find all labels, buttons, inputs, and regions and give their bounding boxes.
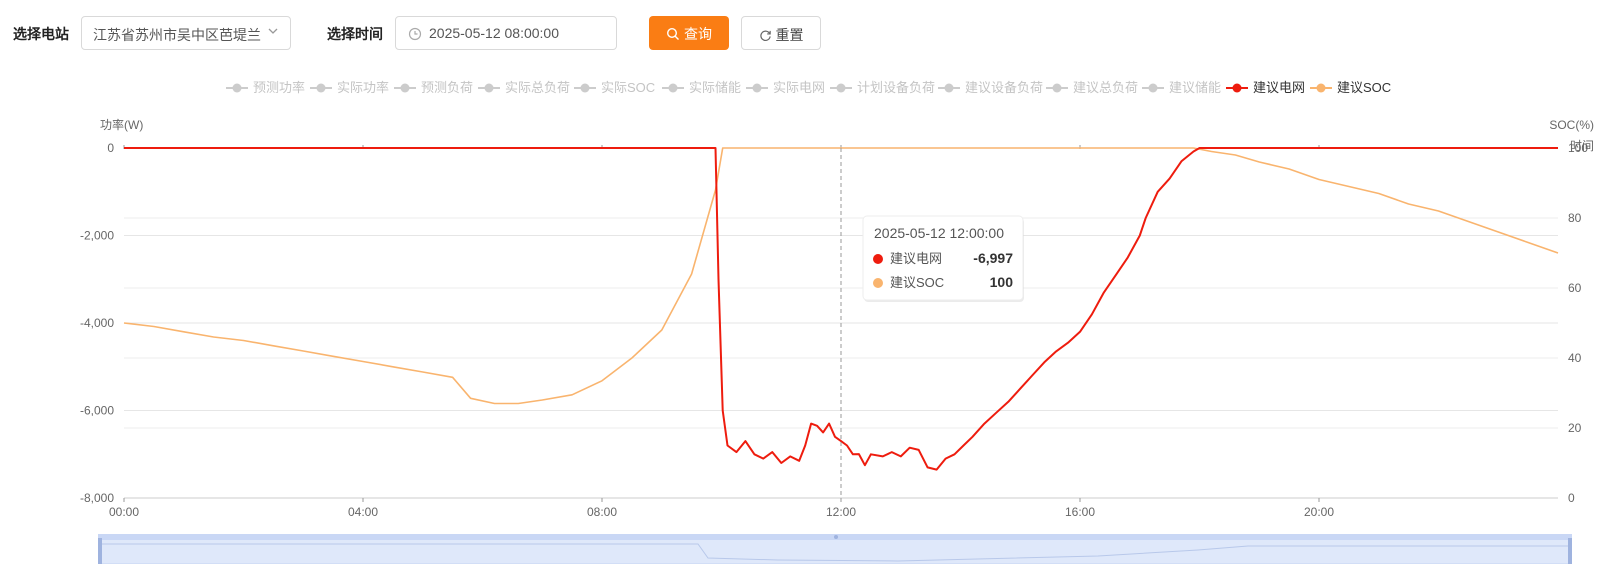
- y-right-ticks: 100 80 60 40 20 0: [1568, 141, 1588, 505]
- legend-item-label: 建议电网: [1253, 80, 1305, 95]
- tooltip-title: 2025-05-12 12:00:00: [874, 225, 1004, 241]
- legend-swatch-dot: [944, 83, 954, 93]
- time-picker-input[interactable]: 2025-05-12 08:00:00: [395, 16, 617, 50]
- y-left-tick-label: -6,000: [80, 404, 114, 418]
- series-line-建议电网: [124, 147, 1558, 471]
- chart-tooltip: 2025-05-12 12:00:00 建议电网 -6,997 建议SOC 100: [862, 215, 1024, 302]
- data-zoom-move-handle[interactable]: [834, 535, 838, 539]
- data-zoom-right-handle[interactable]: [1568, 538, 1572, 564]
- legend-item-5[interactable]: 实际储能: [662, 80, 741, 95]
- time-label: 选择时间: [327, 26, 383, 42]
- x-tick-label: 12:00: [826, 505, 856, 519]
- legend-item-0[interactable]: 预测功率: [226, 80, 305, 95]
- tooltip-box: [862, 215, 1024, 301]
- legend-item-label: 实际电网: [773, 80, 825, 95]
- x-axis-label: 时间: [1570, 139, 1594, 153]
- x-axis-ticks: 00:00 04:00 08:00 12:00 16:00 20:00: [109, 145, 1334, 519]
- refresh-icon: [759, 30, 771, 41]
- legend-item-9[interactable]: 建议总负荷: [1046, 80, 1138, 95]
- reset-button[interactable]: 重置: [741, 16, 821, 50]
- legend-swatch-dot: [316, 83, 326, 93]
- series-line-建议SOC: [123, 147, 1559, 405]
- y-right-tick-label: 100: [1568, 141, 1588, 155]
- y-left-tick-label: -8,000: [80, 491, 114, 505]
- legend-item-6[interactable]: 实际电网: [746, 80, 825, 95]
- chart-legend: 预测功率 实际功率 预测负荷 实际总负荷 实际SOC 实际储能 实际电网 计划设备负荷 建议设备…: [226, 80, 1391, 95]
- legend-swatch-dot: [580, 83, 590, 93]
- chart-series: [123, 147, 1559, 471]
- x-tick-label: 08:00: [587, 505, 617, 519]
- station-select-value: 江苏省苏州市吴中区芭堤兰: [93, 27, 261, 43]
- legend-swatch-dot: [484, 83, 494, 93]
- legend-item-label: 计划设备负荷: [857, 80, 935, 95]
- y-left-tick-label: -4,000: [80, 316, 114, 330]
- y-right-tick-label: 60: [1568, 281, 1582, 295]
- legend-item-8[interactable]: 建议设备负荷: [938, 80, 1043, 95]
- legend-swatch-dot: [668, 83, 678, 93]
- legend-item-label: 建议储能: [1169, 80, 1221, 95]
- y-left-axis-label: 功率(W): [100, 117, 143, 132]
- time-picker-value: 2025-05-12 08:00:00: [429, 25, 559, 41]
- data-zoom-slider[interactable]: [98, 534, 1572, 564]
- x-tick-label: 16:00: [1065, 505, 1095, 519]
- query-button[interactable]: 查询: [649, 16, 729, 50]
- legend-item-4[interactable]: 实际SOC: [574, 80, 655, 95]
- legend-swatch-dot: [1148, 83, 1158, 93]
- tooltip-series-dot: [873, 254, 883, 264]
- tooltip-series-value: 100: [990, 274, 1014, 290]
- data-zoom-left-handle[interactable]: [98, 538, 102, 564]
- tooltip-series-name: 建议SOC: [890, 275, 944, 290]
- query-button-label: 查询: [684, 26, 712, 42]
- legend-item-2[interactable]: 预测负荷: [394, 80, 473, 95]
- y-right-tick-label: 20: [1568, 421, 1582, 435]
- legend-item-label: 建议SOC: [1337, 80, 1391, 95]
- x-tick-label: 00:00: [109, 505, 139, 519]
- x-tick-label: 04:00: [348, 505, 378, 519]
- y-right-tick-label: 40: [1568, 351, 1582, 365]
- search-icon: [666, 27, 679, 40]
- reset-button-label: 重置: [775, 27, 804, 43]
- station-label: 选择电站: [13, 26, 69, 42]
- legend-item-label: 预测功率: [253, 80, 305, 95]
- legend-swatch-dot: [1316, 83, 1326, 93]
- legend-item-10[interactable]: 建议储能: [1142, 80, 1221, 95]
- tooltip-series-dot: [873, 278, 883, 288]
- legend-item-12[interactable]: 建议SOC: [1310, 80, 1391, 95]
- legend-swatch-dot: [836, 83, 846, 93]
- legend-item-label: 预测负荷: [421, 80, 473, 95]
- legend-item-label: 实际总负荷: [505, 80, 570, 95]
- tooltip-series-name: 建议电网: [890, 251, 942, 266]
- legend-item-label: 实际储能: [689, 80, 741, 95]
- chevron-down-icon: [268, 28, 278, 34]
- y-right-axis-label: SOC(%): [1549, 118, 1594, 132]
- energy-line-chart: 预测功率 实际功率 预测负荷 实际总负荷 实际SOC 实际储能 实际电网 计划设备负荷 建议设备…: [80, 80, 1594, 519]
- legend-swatch-dot: [752, 83, 762, 93]
- clock-icon: [408, 27, 422, 41]
- legend-swatch-dot: [400, 83, 410, 93]
- y-right-tick-label: 0: [1568, 491, 1575, 505]
- legend-item-7[interactable]: 计划设备负荷: [830, 80, 935, 95]
- y-left-tick-label: -2,000: [80, 229, 114, 243]
- x-tick-label: 20:00: [1304, 505, 1334, 519]
- legend-swatch-dot: [232, 83, 242, 93]
- y-left-ticks: 0 -2,000 -4,000 -6,000 -8,000: [80, 141, 114, 505]
- y-right-tick-label: 80: [1568, 211, 1582, 225]
- tooltip-series-value: -6,997: [973, 250, 1013, 266]
- station-select[interactable]: 江苏省苏州市吴中区芭堤兰: [81, 16, 291, 50]
- legend-item-label: 实际功率: [337, 80, 389, 95]
- y-left-tick-label: 0: [107, 141, 114, 155]
- legend-item-1[interactable]: 实际功率: [310, 80, 389, 95]
- legend-item-label: 建议设备负荷: [965, 80, 1043, 95]
- legend-item-label: 实际SOC: [601, 80, 655, 95]
- legend-item-11[interactable]: 建议电网: [1226, 80, 1305, 95]
- legend-swatch-dot: [1232, 83, 1242, 93]
- filter-toolbar: 选择电站 江苏省苏州市吴中区芭堤兰 选择时间 2025-05-12 08:00:…: [0, 0, 1614, 66]
- legend-item-3[interactable]: 实际总负荷: [478, 80, 570, 95]
- legend-swatch-dot: [1052, 83, 1062, 93]
- legend-item-label: 建议总负荷: [1073, 80, 1138, 95]
